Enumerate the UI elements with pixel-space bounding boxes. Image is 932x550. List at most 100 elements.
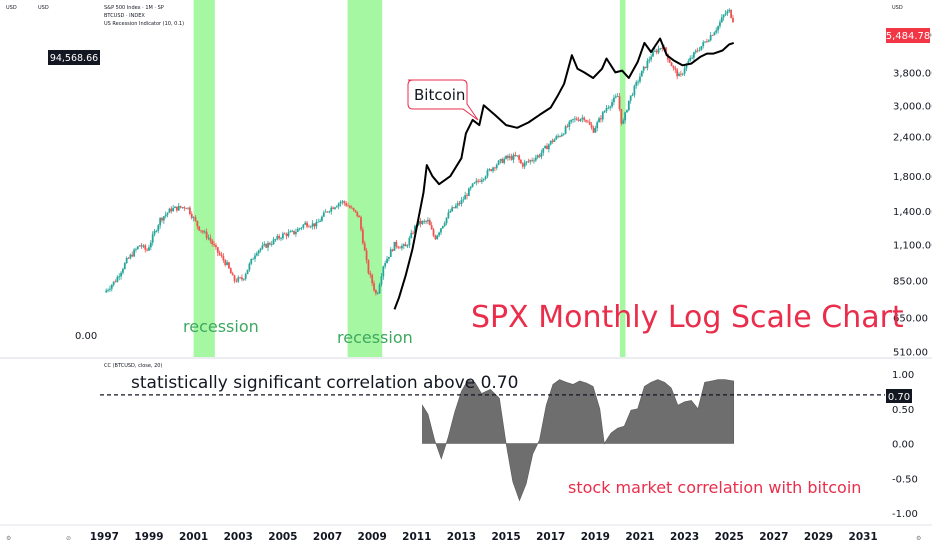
spx-candle-body [726,11,729,14]
spx-candle-body [395,241,398,247]
spx-candle-body [564,126,567,134]
year-tick-1999: 1999 [134,531,163,543]
spx-candle-body [432,229,435,236]
spx-candle-body [676,69,679,77]
spx-candle-body [105,290,108,293]
spx-candle-body [670,62,673,67]
spx-candle-body [205,231,208,238]
spx-candle-body [233,275,236,281]
spx-candle-body [590,124,593,128]
bitcoin-series [393,37,735,310]
spx-candle-body [203,231,206,233]
spx-candle-body [162,216,165,221]
spx-candle-body [430,225,433,230]
spx-candle-body [110,284,113,289]
spx-candle-body [410,232,413,238]
usd-left-label-1: USD [6,5,17,11]
threshold-badge: 0.70 [886,389,912,403]
spx-candle-body [153,231,156,235]
spx-candle-body [278,235,281,239]
spx-candle-body [683,68,686,74]
spx-candle-body [520,159,522,164]
spx-candle-body [352,207,355,210]
spx-candle-body [302,224,305,228]
legend-recession[interactable]: US Recession Indicator (10, 0.1) [104,21,184,27]
spx-candle-body [447,212,450,218]
spx-candle-body [425,221,427,222]
spx-candle-body [492,167,494,171]
spx-candle-body [657,48,660,53]
spx-candle-body [215,245,217,248]
year-tick-2009: 2009 [358,531,387,543]
spx-candle-body [228,262,230,269]
spx-candle-body [207,237,210,239]
bitcoin-line [393,37,735,310]
spx-candle-body [281,233,284,239]
threshold-badge-text: 0.70 [888,392,910,403]
spx-candle-body [534,157,537,161]
spx-candle-body [209,237,212,241]
recession-band-3 [619,0,626,357]
spx-candle-body [257,250,260,254]
spx-candle-body [521,163,524,167]
spx-candle-body [544,145,547,149]
spx-candle-body [728,9,731,12]
usd-right-label: USD [892,5,903,11]
scale-icon[interactable]: ⚙ [916,535,921,542]
spx-candle-body [391,249,394,251]
spx-candle-body [637,81,640,83]
main-title: SPX Monthly Log Scale Chart [471,300,904,335]
spx-candle-body [514,154,517,157]
spx-candle-body [172,207,175,212]
spx-candle-body [620,108,623,124]
legend-correlation[interactable]: CC (BTCUSD, close, 20) [104,363,162,369]
legend-btc[interactable]: BTCUSD · INDEX [104,13,145,19]
spx-candle-body [183,207,186,209]
spx-candle-body [259,248,262,251]
year-tick-2025: 2025 [715,531,744,543]
spx-candle-body [164,214,167,217]
spx-candle-body [473,182,476,184]
spx-candle-body [527,161,530,163]
spx-candle-body [586,121,589,123]
spx-candle-body [687,61,690,64]
recession-label-2: recession [337,328,413,347]
spx-candle-body [138,245,141,247]
year-tick-2001: 2001 [179,531,208,543]
spx-candle-body [679,73,682,75]
spx-candle-body [354,209,357,212]
spx-candle-body [263,243,266,246]
legend-spx[interactable]: S&P 500 Index · 1M · SP [104,5,164,11]
spx-candle-body [356,211,359,216]
time-axis[interactable]: 1997 1999 2001 2003 2005 2007 2009 2011 2013 2015… [90,531,878,543]
spx-candle-body [650,56,653,60]
correlation-axis[interactable]: 1.00 0.50 0.00 -0.50 -1.00 [892,370,918,520]
spx-candle-body [715,30,718,33]
spx-candle-body [389,249,392,257]
timezone-icon[interactable]: ⊘ [66,535,71,542]
spx-candle-body [373,283,375,291]
price-tick-8: 3,000.00 [893,101,932,112]
spx-candle-body [211,240,214,244]
year-tick-2007: 2007 [313,531,342,543]
price-tick-6: 1,800.00 [893,172,932,183]
settings-icon[interactable]: ⚙ [6,535,11,542]
spx-candle-body [118,276,121,278]
spx-candle-body [378,284,381,294]
spx-candle-body [334,207,336,209]
spx-candle-body [672,66,675,68]
spx-candle-body [691,57,693,59]
spx-candle-body [566,126,569,128]
spx-candle-body [596,122,599,129]
year-tick-2017: 2017 [536,531,565,543]
spx-candle-body [706,41,708,43]
spx-candle-body [300,227,303,229]
spx-candle-body [600,118,602,120]
spx-candle-body [406,245,409,247]
spx-candle-body [434,235,437,240]
spx-candle-body [575,118,578,120]
spx-candle-body [668,59,671,63]
spx-candle-body [490,169,493,171]
spx-candle-body [142,245,145,247]
spx-candle-body [479,181,481,182]
